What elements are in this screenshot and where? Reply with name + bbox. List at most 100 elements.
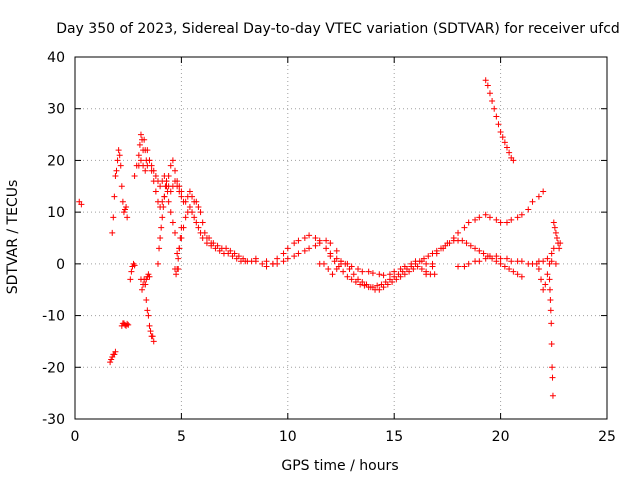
data-point (467, 242, 474, 249)
data-point (386, 276, 393, 283)
data-point (482, 255, 489, 262)
data-point (115, 147, 122, 154)
data-point (295, 250, 302, 257)
data-point (191, 214, 198, 221)
y-tick-label: -10 (42, 309, 65, 325)
data-point (145, 271, 152, 278)
grid (75, 57, 607, 419)
data-point (312, 242, 319, 249)
data-point (552, 260, 559, 267)
data-point (408, 263, 415, 270)
data-point (418, 266, 425, 273)
data-point (503, 144, 510, 151)
data-point (342, 260, 349, 267)
data-point (335, 263, 342, 270)
data-point (146, 273, 153, 280)
data-point (135, 152, 142, 159)
x-axis-label: GPS time / hours (281, 458, 398, 474)
data-point (416, 258, 423, 265)
data-point (355, 266, 362, 273)
data-point (376, 286, 383, 293)
data-point (476, 214, 483, 221)
data-point (486, 214, 493, 221)
data-point (403, 266, 410, 273)
data-point (503, 255, 510, 262)
data-point (108, 356, 115, 363)
data-point (172, 229, 179, 236)
data-point (112, 172, 119, 179)
data-point (118, 183, 125, 190)
data-point (535, 266, 542, 273)
data-point (144, 147, 151, 154)
data-point (506, 266, 513, 273)
data-point (143, 297, 150, 304)
y-tick-label: 20 (47, 153, 65, 169)
data-point (518, 258, 525, 265)
data-point (461, 224, 468, 231)
data-point (340, 268, 347, 275)
data-point (252, 255, 259, 262)
series-trace-p (423, 188, 547, 278)
series-trace-e (127, 260, 138, 283)
data-point (172, 178, 179, 185)
data-point (476, 247, 483, 254)
data-point (346, 266, 353, 273)
data-point (150, 167, 157, 174)
data-point (137, 157, 144, 164)
data-point (146, 157, 153, 164)
data-point (465, 260, 472, 267)
data-point (510, 268, 517, 275)
series-trace-t (546, 219, 564, 399)
data-point (369, 270, 376, 277)
data-point (333, 247, 340, 254)
series-trace-s (533, 245, 557, 293)
data-point (327, 253, 334, 260)
data-point (197, 209, 204, 216)
y-tick-label: 30 (47, 102, 65, 118)
data-point (450, 235, 457, 241)
data-point (280, 250, 287, 257)
data-point (472, 245, 479, 252)
data-point (120, 209, 127, 216)
data-point (374, 282, 381, 289)
data-point (533, 260, 540, 267)
x-tick-label: 25 (598, 429, 616, 445)
data-point (352, 278, 359, 285)
data-point (152, 172, 159, 179)
data-point (391, 273, 398, 280)
y-tick-label: 10 (47, 205, 65, 221)
data-point (164, 188, 171, 195)
data-point (497, 255, 504, 262)
data-point (165, 198, 172, 205)
series-trace-g (135, 157, 259, 265)
data-point (486, 90, 493, 97)
data-point (110, 214, 117, 221)
data-point (551, 224, 558, 231)
data-point (143, 276, 150, 283)
data-point (160, 203, 167, 210)
data-point (197, 229, 204, 236)
data-point (176, 188, 183, 195)
data-point (382, 278, 389, 285)
data-point (157, 235, 164, 241)
data-point (495, 121, 502, 128)
data-point (549, 364, 556, 371)
data-point (459, 237, 466, 244)
x-tick-label: 20 (492, 429, 510, 445)
y-tick-label: 0 (56, 257, 65, 273)
y-tick-label: -30 (42, 412, 65, 428)
data-point (174, 250, 181, 257)
data-point (423, 260, 430, 267)
data-point (295, 237, 302, 244)
data-point (154, 260, 161, 267)
plot-frame (74, 56, 608, 420)
axis-ticks: 0 5 10 15 20 25 -30 -20 -10 0 10 20 30 40 (42, 50, 616, 445)
data-point (242, 258, 249, 265)
data-point (553, 235, 560, 241)
data-point (195, 224, 202, 231)
data-point (476, 258, 483, 265)
data-point (433, 250, 440, 257)
data-point (137, 131, 144, 138)
data-point (127, 276, 134, 283)
data-point (425, 253, 432, 260)
